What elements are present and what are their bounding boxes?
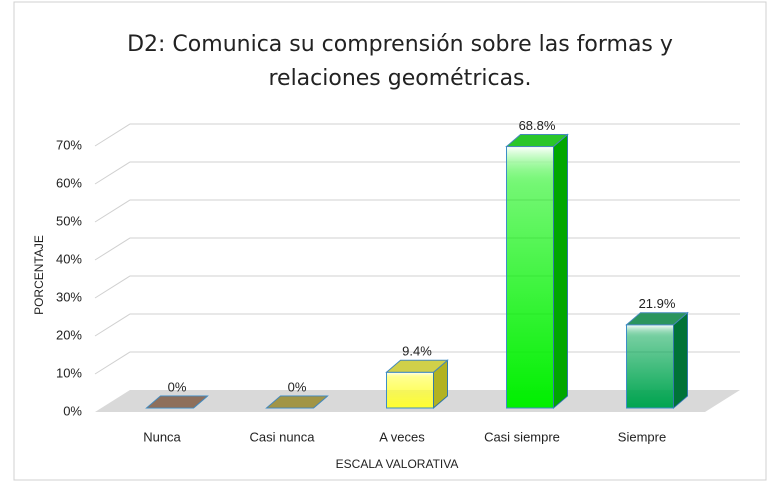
y-tick-label: 60% [56,175,82,190]
value-label: 9.4% [402,344,432,359]
y-tick-label: 10% [56,365,82,380]
grid-line [94,275,740,299]
grid-line [94,123,740,147]
x-axis-label: ESCALA VALORATIVA [336,457,459,471]
y-axis-label: PORCENTAJE [32,235,46,315]
bar-top [145,395,209,409]
value-label: 0% [168,379,187,394]
x-tick-label: Nunca [143,429,181,444]
value-label: 0% [288,379,307,394]
bar-top [625,312,689,326]
x-tick-label: Casi nunca [249,429,315,444]
y-tick-label: 30% [56,289,82,304]
bar-top-shade [386,360,448,373]
x-tick-label: Siempre [618,429,666,444]
bar-top [265,395,329,409]
y-tick-label: 0% [63,403,82,418]
bar-top-shade [626,312,688,325]
y-tick-label: 20% [56,327,82,342]
bar-side-shade [673,312,688,408]
y-tick-label: 40% [56,251,82,266]
value-label: 68.8% [519,118,556,133]
x-tick-label: A veces [379,429,425,444]
x-tick-label: Casi siempre [484,429,560,444]
y-tick-label: 70% [56,137,82,152]
bar-front [386,371,434,409]
bar-top [385,359,449,373]
y-tick-label: 50% [56,213,82,228]
bar-top-shade [266,396,328,408]
grid-line [94,237,740,261]
bar-side-shade [553,134,568,408]
grid-line [94,199,740,223]
grid-line [94,161,740,185]
bar-side-shade [433,360,448,408]
bar-top-shade [506,134,568,147]
chart-title: D2: Comunica su comprensión sobre las fo… [127,32,673,91]
bar-front [506,146,554,409]
bar-front [626,324,674,409]
frame [13,1,767,481]
bar-top-shade [146,396,208,408]
value-label: 21.9% [639,296,676,311]
bar-top [505,134,569,148]
